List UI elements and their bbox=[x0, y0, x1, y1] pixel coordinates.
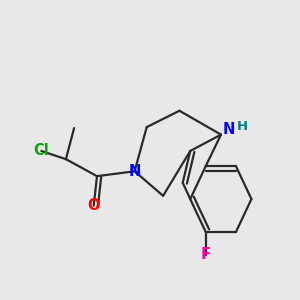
Text: O: O bbox=[88, 198, 100, 213]
Text: Cl: Cl bbox=[34, 143, 49, 158]
Text: H: H bbox=[237, 120, 248, 133]
Text: N: N bbox=[128, 164, 141, 179]
Text: F: F bbox=[201, 247, 211, 262]
Text: N: N bbox=[223, 122, 236, 137]
